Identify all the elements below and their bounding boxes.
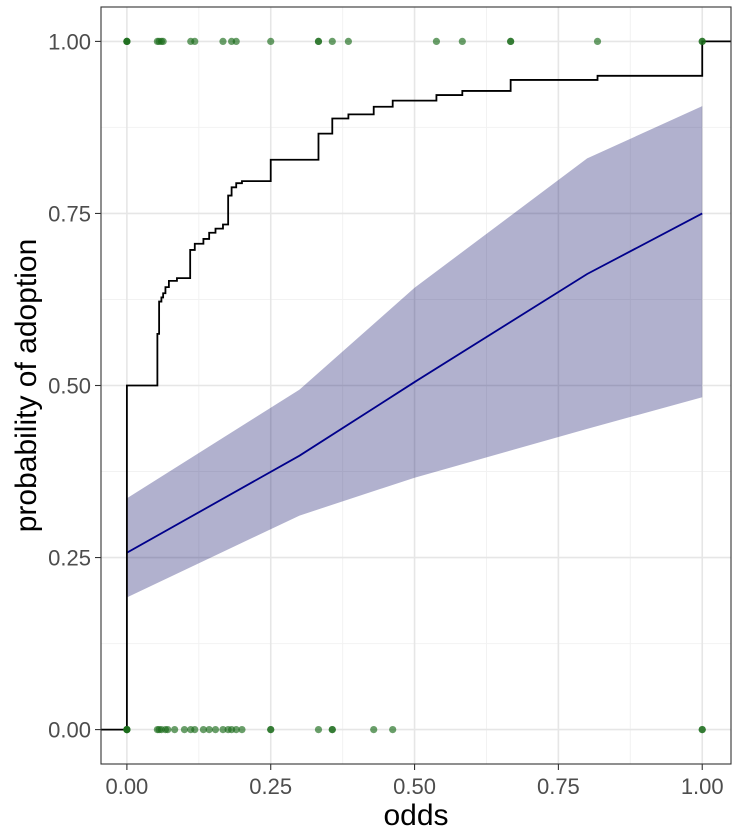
data-point: [328, 37, 336, 46]
data-point: [238, 725, 246, 734]
data-point: [219, 725, 227, 734]
x-tick-label: 0.75: [537, 774, 580, 799]
axes: 0.00 0.25 0.50 0.75 1.00 0.00 0.25 0.50 0.75 1.00: [48, 29, 723, 799]
data-point: [389, 725, 397, 734]
confidence-ribbon: [126, 106, 703, 598]
data-point: [698, 37, 706, 46]
fitted-line-path: [126, 212, 703, 554]
data-point: [199, 725, 208, 734]
data-point: [232, 725, 240, 734]
data-point: [267, 37, 275, 46]
step-curve-path: [101, 40, 731, 731]
data-point: [432, 37, 441, 46]
data-point: [180, 725, 189, 734]
step-curve: [101, 40, 731, 731]
x-tick-label: 0.00: [105, 774, 148, 799]
data-point: [370, 725, 378, 734]
data-point: [314, 37, 323, 46]
y-tick-label: 0.00: [48, 718, 91, 743]
data-point: [211, 725, 220, 734]
y-tick-label: 0.25: [48, 546, 91, 571]
data-point: [458, 37, 466, 46]
x-tick-label: 0.25: [249, 774, 292, 799]
data-point: [171, 725, 179, 734]
data-point: [219, 37, 227, 46]
data-point: [205, 725, 213, 734]
fitted-line: [126, 212, 703, 554]
grid-lines: [101, 7, 731, 764]
data-point: [507, 37, 515, 46]
y-tick-label: 1.00: [48, 29, 91, 54]
data-point: [123, 37, 131, 46]
data-point: [191, 725, 199, 734]
x-axis-title: odds: [383, 799, 448, 832]
ribbon-band: [126, 106, 703, 598]
y-tick-label: 0.75: [48, 201, 91, 226]
data-point: [328, 725, 336, 734]
data-point: [698, 725, 706, 734]
data-point: [593, 37, 602, 46]
x-tick-label: 0.50: [393, 774, 436, 799]
y-axis-title: probability of adoption: [10, 239, 43, 533]
y-tick-label: 0.50: [48, 374, 91, 399]
data-point: [164, 725, 172, 734]
data-point: [123, 725, 131, 734]
data-point: [314, 725, 323, 734]
data-points: [123, 37, 706, 734]
data-point: [267, 725, 275, 734]
x-tick-label: 1.00: [681, 774, 724, 799]
data-point: [232, 37, 240, 46]
data-point: [191, 37, 199, 46]
data-point: [344, 37, 352, 46]
data-point: [159, 37, 167, 46]
